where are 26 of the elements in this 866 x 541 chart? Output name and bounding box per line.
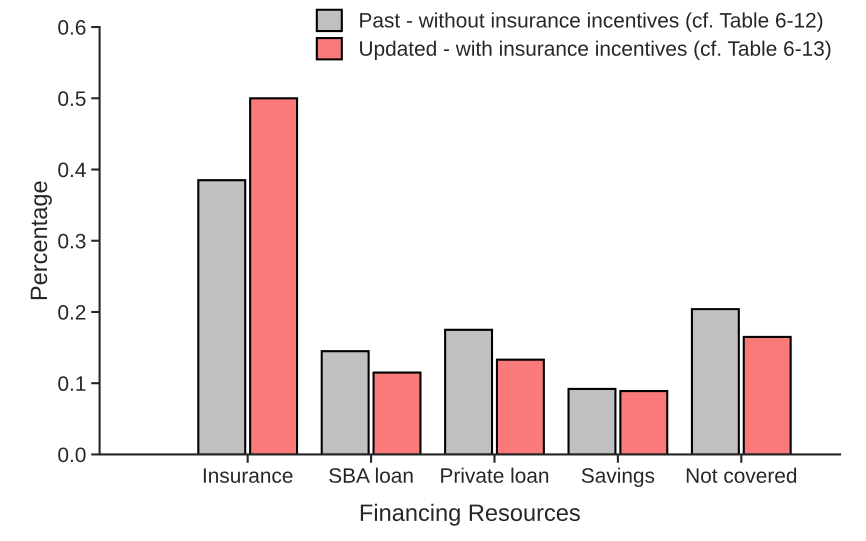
bar	[690, 308, 740, 454]
y-tick-label: 0.5	[58, 91, 86, 106]
y-axis-title: Percentage	[30, 181, 52, 300]
text: 0.0	[58, 447, 86, 462]
y-tick-label: 0.2	[58, 304, 86, 320]
y-tick-label: 0.6	[58, 20, 86, 35]
x-tick-label: Insurance	[204, 468, 292, 483]
bar	[249, 97, 298, 454]
bar	[742, 336, 792, 454]
x-tick-label: SBA loan	[329, 468, 413, 483]
bar	[372, 371, 422, 454]
x-axis-title: Financing Resources	[360, 504, 580, 526]
y-tick-label: 0.1	[58, 376, 86, 391]
y-tick-label: 0.4	[58, 162, 86, 178]
bar	[197, 179, 246, 454]
bar	[567, 388, 616, 454]
bar	[444, 328, 494, 454]
legend-label: Updated - with insurance incentives (cf. Table 6-13)	[360, 40, 830, 60]
x-tick-label: Savings	[582, 468, 654, 488]
x-tick-label: Private loan	[441, 468, 548, 483]
x-tick-label: Not covered	[686, 468, 796, 483]
legend-label: Past - without insurance incentives (cf. Table 6-12)	[360, 12, 822, 32]
bar	[496, 358, 545, 454]
y-tick-label: 0.3	[58, 234, 86, 248]
bar	[320, 350, 370, 454]
bar	[619, 390, 668, 454]
